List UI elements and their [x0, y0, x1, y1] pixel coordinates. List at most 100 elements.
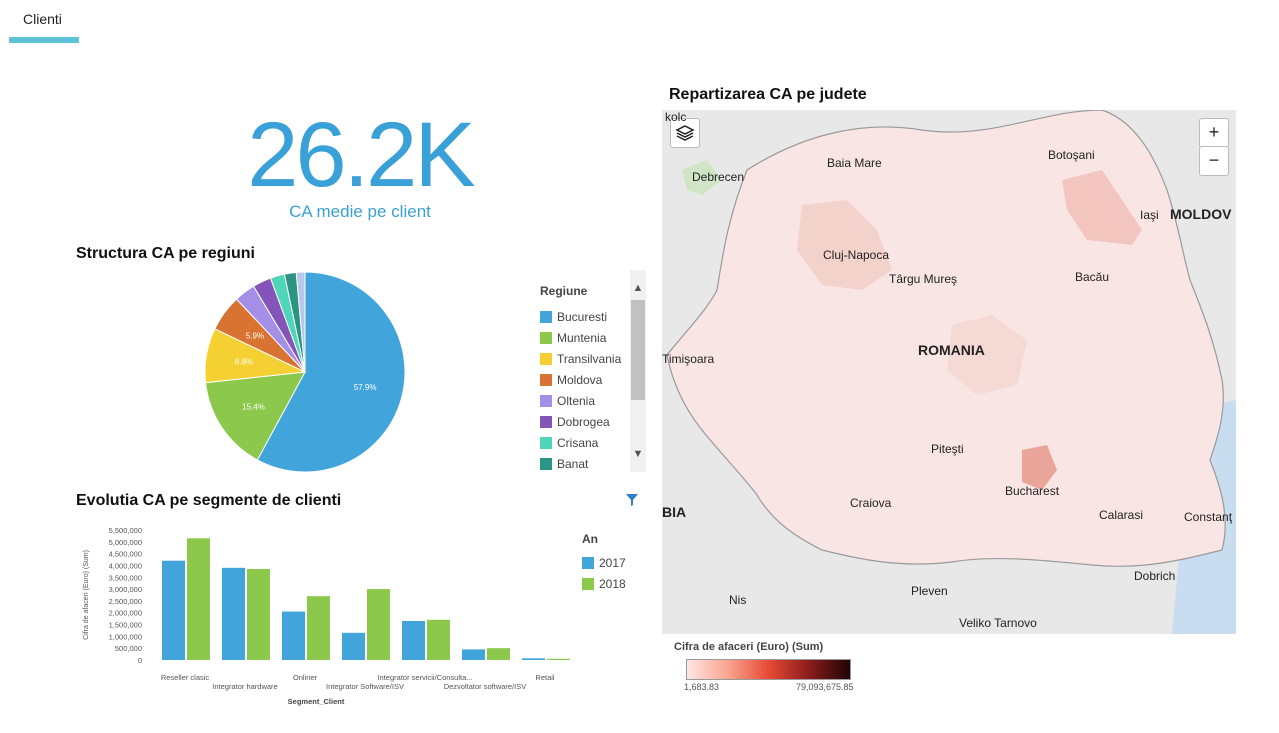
- pie-legend-title: Regiune: [540, 284, 588, 298]
- map-place-label: Nis: [729, 593, 747, 607]
- y-tick-label: 3,500,000: [109, 573, 142, 582]
- y-tick-label: 3,000,000: [109, 585, 142, 594]
- legend-swatch: [582, 577, 594, 590]
- bar-chart-title: Evolutia CA pe segmente de clienti: [76, 492, 342, 509]
- pie-slice-muntenia[interactable]: [205, 371, 306, 461]
- map-place-label: Veliko Tarnovo: [959, 616, 1037, 630]
- legend-scrollbar[interactable]: ▲ ▼: [630, 270, 646, 472]
- pie-data-label: 5.9%: [246, 331, 264, 340]
- bar-legend-item-2018[interactable]: 2018: [582, 573, 626, 594]
- legend-item-muntenia[interactable]: Muntenia: [540, 327, 630, 348]
- x-tick-label: Dezvoltator software/ISV: [444, 682, 527, 691]
- map-place-label: Bucharest: [1005, 484, 1060, 498]
- legend-item-transilvania[interactable]: Transilvania: [540, 348, 630, 369]
- map-place-label: Iaşi: [1140, 208, 1159, 222]
- y-tick-label: 4,000,000: [109, 561, 142, 570]
- bar-2017-4[interactable]: [402, 621, 425, 660]
- bar-2017-5[interactable]: [462, 649, 485, 660]
- legend-swatch: [540, 394, 552, 407]
- legend-swatch: [540, 373, 552, 386]
- legend-swatch: [540, 457, 552, 470]
- bar-2018-3[interactable]: [367, 589, 390, 660]
- kpi-value: 26.2K: [247, 104, 475, 206]
- legend-swatch: [540, 310, 552, 323]
- legend-label: Oltenia: [557, 393, 596, 408]
- y-tick-label: 1,000,000: [109, 632, 142, 641]
- legend-item-crisana[interactable]: Crisana: [540, 432, 630, 453]
- zoom-in-button[interactable]: +: [1199, 118, 1229, 148]
- legend-swatch: [540, 436, 552, 449]
- legend-label: Bucuresti: [557, 309, 608, 324]
- pie-slice-other[interactable]: [295, 271, 306, 373]
- map-legend-min: 1,683.83: [684, 682, 720, 692]
- map-title: Repartizarea CA pe judete: [669, 86, 867, 103]
- pie-legend: Regiune Bucuresti Muntenia Transilvania Mol…: [540, 284, 630, 474]
- tab-clienti[interactable]: Clienti: [9, 0, 79, 44]
- legend-label: Transilvania: [557, 351, 622, 366]
- legend-swatch: [540, 352, 552, 365]
- y-tick-label: 5,000,000: [109, 538, 142, 547]
- legend-label: Crisana: [557, 435, 599, 450]
- x-tick-label: Retail: [535, 673, 555, 682]
- legend-swatch: [540, 331, 552, 344]
- legend-label: Moldova: [557, 372, 603, 387]
- x-tick-label: Reseller clasic: [161, 673, 210, 682]
- bar-2017-2[interactable]: [282, 611, 305, 660]
- legend-label: Dobrogea: [557, 414, 610, 429]
- y-axis-label: Cifra de afaceri (Euro) (Sum): [83, 550, 90, 640]
- legend-swatch: [540, 415, 552, 428]
- bar-2018-6[interactable]: [547, 658, 570, 660]
- map-place-label: Craiova: [850, 496, 892, 510]
- map-color-scale: [686, 659, 851, 680]
- map-place-label: Baia Mare: [827, 156, 882, 170]
- bar-2017-6[interactable]: [522, 658, 545, 660]
- bar-chart[interactable]: 0 500,000 1,000,000 1,500,000 2,000,000 2,500…: [78, 522, 578, 712]
- y-tick-label: 5,500,000: [109, 526, 142, 535]
- legend-label: Banat: [557, 456, 589, 471]
- map-place-label: Timişoara: [662, 352, 715, 366]
- bar-2017-1[interactable]: [222, 567, 245, 660]
- map-place-label: Cluj-Napoca: [823, 248, 890, 262]
- map-place-label: Constanţ: [1184, 510, 1233, 524]
- bar-legend-item-2017[interactable]: 2017: [582, 552, 626, 573]
- legend-item-moldova[interactable]: Moldova: [540, 369, 630, 390]
- scroll-up-icon[interactable]: ▲: [632, 282, 644, 294]
- map-place-label: Târgu Mureş: [889, 272, 958, 286]
- map-place-label: Calarasi: [1099, 508, 1144, 522]
- map-legend-title: Cifra de afaceri (Euro) (Sum): [674, 641, 824, 653]
- pie-slice-bucuresti[interactable]: [256, 271, 406, 473]
- y-tick-label: 2,500,000: [109, 597, 142, 606]
- bar-2018-4[interactable]: [427, 619, 450, 660]
- legend-item-banat[interactable]: Banat: [540, 453, 630, 474]
- bar-legend: An 2017 2018: [582, 532, 626, 594]
- map-svg: [662, 110, 1236, 634]
- y-tick-label: 500,000: [115, 644, 142, 653]
- pie-chart[interactable]: 57.9% 15.4% 8.8% 5.9%: [200, 268, 410, 478]
- filter-icon[interactable]: [626, 494, 638, 506]
- zoom-out-button[interactable]: −: [1199, 146, 1229, 176]
- legend-label: 2018: [599, 576, 626, 591]
- legend-label: Muntenia: [557, 330, 607, 345]
- legend-item-bucuresti[interactable]: Bucuresti: [540, 306, 630, 327]
- bar-2017-3[interactable]: [342, 632, 365, 660]
- bar-2018-0[interactable]: [187, 538, 210, 660]
- choropleth-map[interactable]: + − kolc Baia Mare Botoşani Debrecen Iaşi MOL…: [662, 110, 1236, 634]
- bar-2018-2[interactable]: [307, 596, 330, 660]
- legend-item-dobrogea[interactable]: Dobrogea: [540, 411, 630, 432]
- y-tick-label: 0: [138, 656, 142, 665]
- bar-2018-1[interactable]: [247, 569, 270, 660]
- pie-chart-title: Structura CA pe regiuni: [76, 245, 255, 262]
- bar-2018-5[interactable]: [487, 648, 510, 660]
- scroll-down-icon[interactable]: ▼: [632, 448, 644, 460]
- y-tick-label: 1,500,000: [109, 621, 142, 630]
- bar-2017-0[interactable]: [162, 560, 185, 660]
- legend-item-oltenia[interactable]: Oltenia: [540, 390, 630, 411]
- scroll-thumb[interactable]: [631, 300, 645, 400]
- bar-chart-svg: 0 500,000 1,000,000 1,500,000 2,000,000 2,500…: [83, 526, 570, 706]
- layers-icon[interactable]: [670, 118, 700, 148]
- pie-data-label: 57.9%: [354, 383, 377, 392]
- x-tick-label: Integrator servicii/Consulta...: [377, 673, 472, 682]
- map-place-label: Debrecen: [692, 170, 745, 184]
- kpi-label: CA medie pe client: [289, 202, 431, 221]
- x-tick-label: Integrator Software/ISV: [326, 682, 404, 691]
